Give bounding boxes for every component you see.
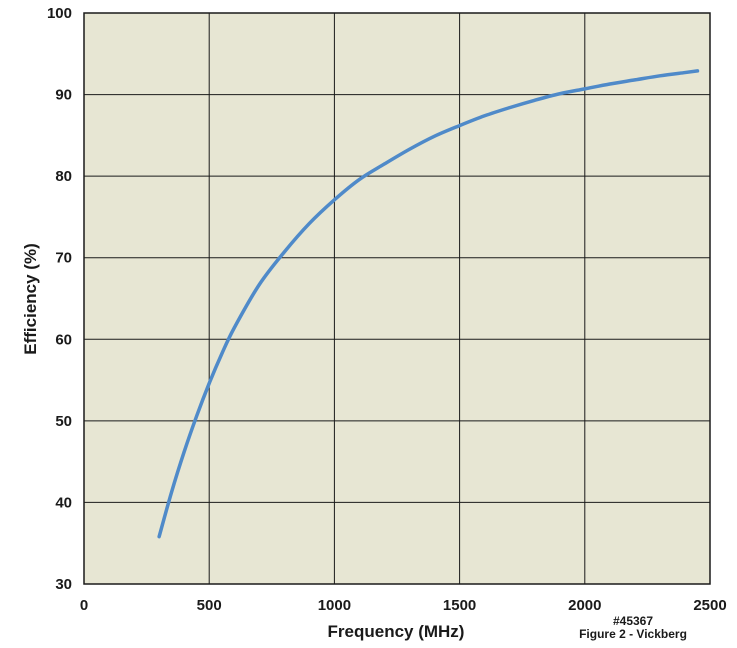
y-tick-label: 90 (55, 87, 72, 104)
y-tick-label: 100 (47, 5, 72, 22)
x-tick-label: 1000 (318, 597, 351, 614)
figure-number: #45367 (613, 614, 653, 628)
x-tick-label: 0 (80, 597, 88, 614)
y-tick-label: 70 (55, 250, 72, 267)
y-tick-label: 50 (55, 413, 72, 430)
y-tick-label: 60 (55, 331, 72, 348)
y-axis-title: Efficiency (%) (21, 243, 40, 354)
plot-frame (83, 12, 711, 585)
efficiency-curve (157, 69, 700, 539)
x-tick-label: 2500 (693, 597, 726, 614)
y-tick-label: 30 (55, 576, 72, 593)
x-axis-title: Frequency (MHz) (328, 622, 465, 641)
y-tick-label: 80 (55, 168, 72, 185)
figure-caption: Figure 2 - Vickberg (579, 627, 687, 641)
x-tick-label: 2000 (568, 597, 601, 614)
y-axis-ticks: 30 40 50 60 70 80 90 100 (47, 5, 72, 593)
x-tick-label: 500 (197, 597, 222, 614)
y-tick-label: 40 (55, 494, 72, 511)
x-tick-label: 1500 (443, 597, 476, 614)
x-axis-ticks: 0 500 1000 1500 2000 2500 (80, 597, 727, 614)
plot-area (84, 13, 710, 584)
